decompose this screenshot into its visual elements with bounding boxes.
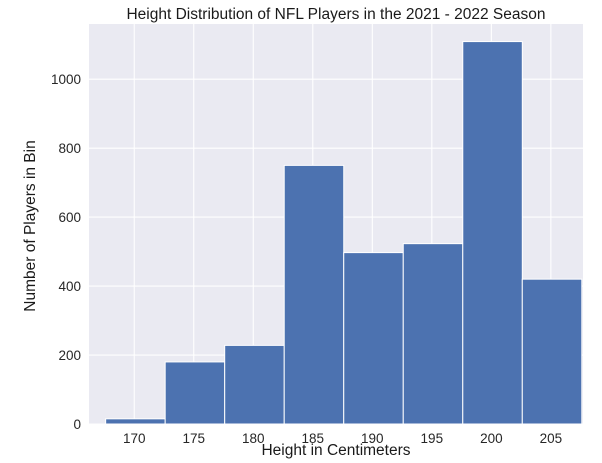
histogram-bar <box>105 418 166 425</box>
histogram-bar <box>521 278 583 425</box>
x-axis-label: Height in Centimeters <box>261 442 410 459</box>
bars <box>105 41 583 425</box>
x-tick-label: 190 <box>361 431 384 446</box>
histogram-bar <box>164 361 226 425</box>
y-tick-labels: 0 200 400 600 800 1000 <box>51 72 81 432</box>
histogram-bar <box>283 164 345 425</box>
histogram-bar <box>343 252 404 425</box>
y-tick-label: 600 <box>58 210 81 225</box>
y-tick-label: 0 <box>73 417 81 432</box>
y-tick-label: 400 <box>58 279 81 294</box>
y-tick-label: 800 <box>58 141 81 156</box>
x-tick-label: 180 <box>242 431 265 446</box>
chart-title: Height Distribution of NFL Players in th… <box>126 6 545 23</box>
x-tick-label: 200 <box>480 431 503 446</box>
x-tick-label: 175 <box>182 431 205 446</box>
y-tick-label: 200 <box>58 348 81 363</box>
histogram-bar <box>224 344 285 425</box>
histogram-bar <box>402 243 464 425</box>
x-tick-label: 170 <box>123 431 146 446</box>
x-tick-label: 205 <box>540 431 563 446</box>
histogram-bar <box>462 41 523 425</box>
y-tick-label: 1000 <box>51 72 81 87</box>
x-tick-labels: 170 175 180 185 190 195 200 205 <box>123 431 562 446</box>
x-tick-label: 185 <box>302 431 325 446</box>
y-axis-label: Number of Players in Bin <box>22 140 39 311</box>
x-tick-label: 195 <box>421 431 444 446</box>
